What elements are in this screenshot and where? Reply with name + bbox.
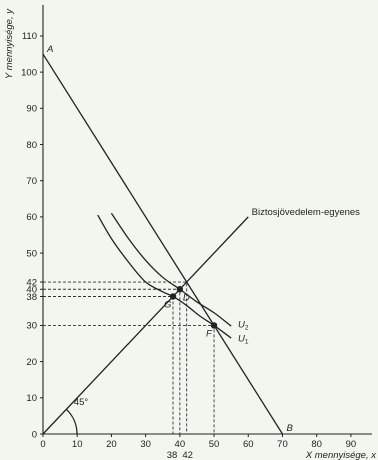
angle-label: 45° [74,397,89,408]
x-tick-label: 10 [72,439,83,450]
text-labels: 0 10 20 30 40 50 60 70 80 90 0 10 20 30 40 50 60 70 80 90 10… [21,31,360,460]
angle-arc [65,408,78,435]
x-tick-label: 60 [243,439,254,450]
x-tick-label: 30 [140,439,151,450]
y-tick-label: 0 [32,429,37,440]
x-tick-label: 70 [277,439,288,450]
certainty-line [42,216,249,435]
angle-marker [65,408,78,435]
guide-line [43,281,188,434]
certainty-line-label: Biztosjövedelem-egyenes [252,207,361,218]
x-tick-label: 80 [311,439,322,450]
y-tick-label: 70 [26,176,37,187]
x-tick-label: 50 [209,439,220,450]
point-F [210,322,218,329]
x-axis-title: X mennyisége, x [305,450,377,460]
guide-line [43,324,215,434]
point-label-F: F [206,328,213,339]
point-D [176,286,184,293]
y-tick-label: 90 [26,104,37,115]
y-tick-label: 20 [26,357,37,368]
y-tick-label: 40 [26,285,37,296]
x-tick-label: 0 [40,439,45,450]
x-tick-label: 40 [175,439,186,450]
y-axis-title: Y mennyisége, y [4,8,15,79]
curve-label-U1: U1 [238,334,249,346]
curve-label-subscript: 2 [245,324,249,331]
point-label-A: A [46,44,53,55]
y-tick-label: 110 [22,31,37,42]
y-tick-label: 10 [26,393,37,404]
curve-label-U2: U2 [238,319,249,331]
budget-line [42,53,284,435]
series-lines [42,53,284,435]
axes [42,5,372,435]
y-tick-label: 80 [26,140,37,151]
point-markers [169,286,218,329]
y-tick-label: 60 [26,212,37,223]
point-label-G: G [164,299,171,310]
y-tick-label: 50 [26,248,37,259]
y-tick-label: 42 [26,277,37,288]
indifference-curve-u2 [110,212,232,327]
tick-marks [40,35,352,437]
y-tick-label: 38 [26,292,37,303]
x-tick-label: 42 [182,450,193,460]
point-label-D: D [183,292,190,303]
y-tick-label: 100 [21,67,37,78]
x-tick-label: 38 [167,450,178,460]
x-tick-label: 90 [346,439,357,450]
x-tick-label: 20 [106,439,117,450]
curve-label-subscript: 1 [245,339,249,346]
y-tick-label: 30 [26,321,37,332]
indifference-curve-u1 [97,214,232,339]
point-G [169,293,177,300]
point-label-B: B [286,423,293,434]
